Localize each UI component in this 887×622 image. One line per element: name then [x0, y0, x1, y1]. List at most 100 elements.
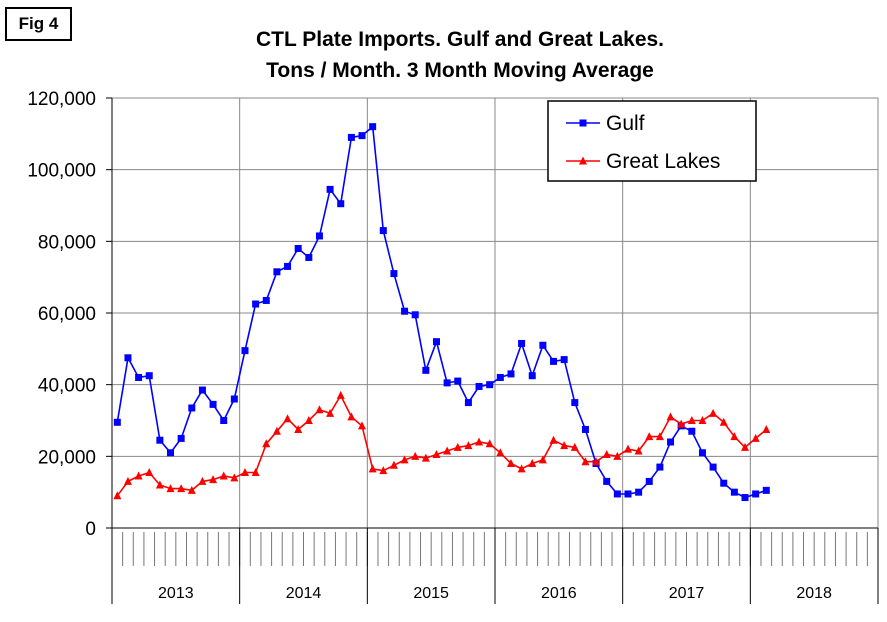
chart-subtitle: Tons / Month. 3 Month Moving Average: [266, 59, 654, 82]
data-point-great-lakes: [421, 453, 430, 462]
data-point-gulf: [741, 494, 749, 502]
legend-marker-gulf: [579, 119, 587, 127]
data-point-great-lakes: [570, 442, 579, 451]
data-point-great-lakes: [464, 441, 473, 450]
data-point-gulf: [241, 347, 249, 355]
figure-label: Fig 4: [5, 7, 72, 41]
data-point-gulf: [220, 417, 228, 424]
x-tick-label: 2013: [158, 585, 194, 602]
axis-layer: 0 20,000 40,000 60,000 80,000 100,000 120,000 2…: [27, 89, 879, 604]
data-point-gulf: [635, 488, 643, 496]
data-point-great-lakes: [506, 459, 515, 467]
legend-box: [547, 100, 757, 182]
data-point-great-lakes: [145, 467, 154, 476]
data-point-gulf: [262, 296, 270, 304]
data-point-great-lakes: [283, 414, 292, 423]
data-point-gulf: [401, 307, 409, 315]
data-point-gulf: [113, 418, 121, 426]
data-point-gulf: [379, 227, 387, 235]
data-point-gulf: [252, 300, 260, 308]
data-point-gulf: [198, 386, 206, 394]
data-point-gulf: [496, 374, 504, 381]
data-point-great-lakes: [719, 417, 728, 426]
data-point-gulf: [571, 399, 579, 407]
data-point-great-lakes: [762, 424, 771, 433]
data-point-great-lakes: [155, 480, 164, 489]
data-point-gulf: [177, 434, 185, 442]
data-point-gulf: [145, 372, 153, 380]
data-point-great-lakes: [655, 432, 664, 441]
y-tick-label: 40,000: [38, 376, 96, 397]
data-point-great-lakes: [240, 467, 249, 476]
data-point-gulf: [539, 341, 547, 349]
data-point-great-lakes: [730, 432, 739, 441]
data-point-great-lakes: [187, 485, 196, 494]
data-point-gulf: [443, 379, 451, 387]
data-point-great-lakes: [623, 444, 632, 453]
legend-label-great-lakes: Great Lakes: [606, 150, 720, 173]
data-point-great-lakes: [634, 446, 643, 455]
data-point-great-lakes: [294, 424, 303, 433]
data-point-gulf: [124, 354, 132, 362]
data-point-great-lakes: [645, 432, 654, 441]
data-point-great-lakes: [411, 451, 420, 460]
data-point-great-lakes: [304, 416, 313, 424]
data-point-great-lakes: [336, 390, 345, 399]
data-point-gulf: [624, 490, 632, 498]
y-tick-label: 120,000: [27, 89, 96, 110]
data-point-great-lakes: [687, 416, 696, 424]
data-point-gulf: [284, 262, 292, 270]
data-point-gulf: [135, 374, 143, 381]
data-point-gulf: [581, 425, 589, 433]
data-point-gulf: [698, 449, 706, 457]
legend-marker-great-lakes: [579, 156, 587, 165]
data-point-great-lakes: [485, 439, 494, 448]
data-point-gulf: [486, 381, 494, 389]
y-tick-label: 0: [85, 519, 96, 540]
data-point-great-lakes: [315, 405, 324, 414]
data-point-great-lakes: [251, 467, 260, 476]
data-point-gulf: [167, 449, 175, 457]
data-point-great-lakes: [272, 426, 281, 435]
data-point-great-lakes: [528, 459, 537, 467]
data-point-gulf: [411, 311, 419, 319]
data-point-great-lakes: [443, 446, 452, 455]
x-tick-label: 2018: [796, 585, 832, 602]
data-point-gulf: [518, 339, 526, 347]
y-tick-label: 80,000: [38, 232, 96, 253]
chart-title-line1: CTL Plate Imports. Gulf and Great Lakes.: [255, 28, 665, 51]
data-point-great-lakes: [230, 473, 239, 482]
data-point-gulf: [528, 372, 536, 380]
data-point-great-lakes: [581, 457, 590, 466]
data-point-gulf: [762, 486, 770, 494]
legend: Gulf Great Lakes: [547, 100, 757, 182]
data-point-gulf: [560, 356, 568, 364]
series-layer: [113, 123, 771, 502]
x-tick-label: 2016: [541, 585, 577, 602]
data-point-great-lakes: [741, 442, 750, 451]
data-point-great-lakes: [209, 475, 218, 484]
legend-label-gulf: Gulf: [606, 112, 645, 135]
data-point-great-lakes: [347, 412, 356, 421]
data-point-great-lakes: [123, 476, 132, 485]
data-point-great-lakes: [613, 451, 622, 460]
data-point-gulf: [603, 477, 611, 485]
data-point-great-lakes: [592, 457, 601, 466]
data-point-gulf: [720, 479, 728, 487]
data-point-gulf: [273, 268, 281, 276]
data-point-great-lakes: [389, 460, 398, 469]
data-point-great-lakes: [166, 484, 175, 493]
data-point-gulf: [294, 245, 302, 252]
x-tick-label: 2014: [286, 585, 322, 602]
data-point-gulf: [188, 404, 196, 412]
data-point-great-lakes: [134, 471, 143, 480]
data-point-great-lakes: [368, 464, 377, 473]
data-point-gulf: [422, 366, 430, 374]
data-point-gulf: [390, 270, 398, 278]
data-point-great-lakes: [496, 448, 505, 457]
chart-title: CTL Plate Imports. Gulf and Great Lakes.…: [110, 24, 810, 86]
data-point-great-lakes: [379, 466, 388, 475]
data-point-gulf: [209, 400, 217, 408]
data-point-gulf: [645, 477, 653, 485]
